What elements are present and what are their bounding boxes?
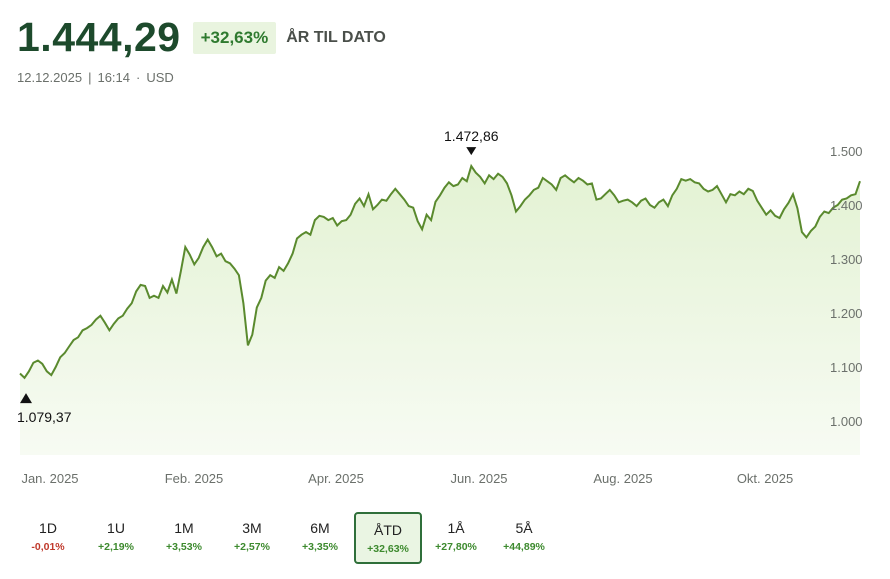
- period-tab-change: +2,57%: [234, 541, 270, 553]
- period-tab[interactable]: 1D -0,01%: [14, 512, 82, 564]
- change-badge: +32,63%: [192, 21, 277, 54]
- period-tab-label: 5Å: [515, 520, 533, 536]
- current-price: 1.444,29: [17, 14, 181, 60]
- period-tab[interactable]: ÅTD +32,63%: [354, 512, 422, 564]
- period-tab[interactable]: 1Å +27,80%: [422, 512, 490, 564]
- y-tick-label: 1.400: [830, 198, 863, 213]
- high-annotation-label: 1.472,86: [444, 128, 499, 144]
- period-tab-change: +27,80%: [435, 541, 477, 553]
- period-tab-change: +32,63%: [367, 543, 409, 555]
- separator-dot: ·: [136, 70, 141, 85]
- y-tick-label: 1.300: [830, 252, 863, 267]
- quote-date: 12.12.2025: [17, 70, 83, 85]
- period-tab[interactable]: 1U +2,19%: [82, 512, 150, 564]
- quote-header: 1.444,29 +32,63% ÅR TIL DATO: [17, 14, 386, 61]
- quote-time: 16:14: [97, 70, 131, 85]
- period-tab[interactable]: 5Å +44,89%: [490, 512, 558, 564]
- period-tab-change: -0,01%: [31, 541, 65, 553]
- price-chart[interactable]: 1.500 1.400 1.300 1.200 1.100 1.000 Jan. 2025…: [0, 100, 890, 500]
- x-tick-label: Jun. 2025: [450, 471, 507, 486]
- x-tick-label: Aug. 2025: [593, 471, 652, 486]
- y-tick-label: 1.200: [830, 306, 863, 321]
- quote-currency: USD: [146, 70, 174, 85]
- price-area: [20, 166, 860, 455]
- period-tab-label: 1U: [107, 520, 125, 536]
- y-tick-label: 1.500: [830, 144, 863, 159]
- period-tab-label: 3M: [242, 520, 262, 536]
- period-tab-change: +2,19%: [98, 541, 134, 553]
- period-tab-change: +44,89%: [503, 541, 545, 553]
- period-label: ÅR TIL DATO: [286, 28, 386, 46]
- period-tab-label: 1D: [39, 520, 57, 536]
- quote-meta: 12.12.2025 | 16:14 · USD: [17, 70, 174, 85]
- x-tick-label: Okt. 2025: [737, 471, 793, 486]
- y-axis: 1.500 1.400 1.300 1.200 1.100 1.000: [830, 144, 863, 429]
- period-tab-change: +3,35%: [302, 541, 338, 553]
- annotations: 1.472,86 1.079,37: [17, 128, 499, 425]
- y-tick-label: 1.100: [830, 360, 863, 375]
- period-tab-label: 1M: [174, 520, 194, 536]
- period-tab-label: 6M: [310, 520, 330, 536]
- period-tab[interactable]: 6M +3,35%: [286, 512, 354, 564]
- period-tabs: 1D -0,01% 1U +2,19% 1M +3,53% 3M +2,57% 6M +3,35%…: [14, 512, 558, 564]
- low-annotation-label: 1.079,37: [17, 409, 72, 425]
- x-tick-label: Feb. 2025: [165, 471, 224, 486]
- x-tick-label: Apr. 2025: [308, 471, 364, 486]
- period-tab[interactable]: 1M +3,53%: [150, 512, 218, 564]
- period-tab-label: ÅTD: [374, 522, 402, 538]
- x-tick-label: Jan. 2025: [21, 471, 78, 486]
- period-tab-label: 1Å: [447, 520, 465, 536]
- high-marker-icon: [466, 147, 477, 156]
- period-tab-change: +3,53%: [166, 541, 202, 553]
- low-marker-icon: [20, 393, 32, 404]
- x-axis: Jan. 2025 Feb. 2025 Apr. 2025 Jun. 2025 Aug.…: [21, 471, 793, 486]
- price-line: [19, 163, 861, 380]
- period-tab[interactable]: 3M +2,57%: [218, 512, 286, 564]
- y-tick-label: 1.000: [830, 414, 863, 429]
- separator: |: [88, 70, 92, 85]
